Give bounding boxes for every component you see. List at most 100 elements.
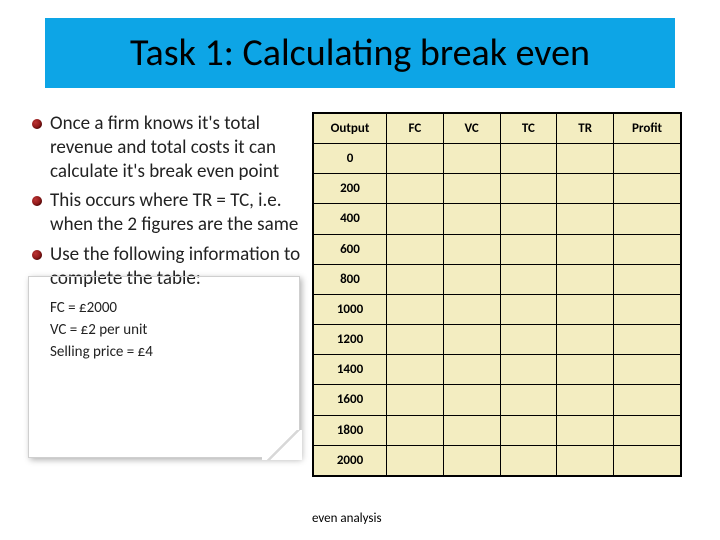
cell [500,234,557,264]
footer-text: even analysis [312,511,382,526]
cell: 1000 [314,294,387,324]
bullet-icon [32,119,42,129]
cell [500,294,557,324]
cell [443,234,500,264]
table-row: 1000 [314,294,681,324]
cell [386,144,443,174]
table-row: 800 [314,264,681,294]
bullet-text: Once a firm knows it's total revenue and… [50,112,302,183]
bullet-text: This occurs where TR = TC, i.e. when the… [50,189,302,237]
cell [614,174,681,204]
cell [443,264,500,294]
cell [443,445,500,475]
col-header: TC [500,114,557,144]
cell [614,204,681,234]
cell: 1400 [314,355,387,385]
cell [443,385,500,415]
highlight-box [28,276,300,458]
col-header: Output [314,114,387,144]
cell [386,385,443,415]
bullet-item: Once a firm knows it's total revenue and… [32,112,302,183]
col-header: VC [443,114,500,144]
cell [614,355,681,385]
cell [386,445,443,475]
slide-title: Task 1: Calculating break even [130,30,590,76]
cell [557,204,614,234]
cell: 200 [314,174,387,204]
cell [443,294,500,324]
cell [443,144,500,174]
cell [557,264,614,294]
cell: 800 [314,264,387,294]
cell [443,355,500,385]
cell [557,174,614,204]
cell [386,415,443,445]
cell [557,325,614,355]
table-row: 1600 [314,385,681,415]
table-row: 400 [314,204,681,234]
cell [443,204,500,234]
cell [614,264,681,294]
table-row: 0 [314,144,681,174]
cell [557,385,614,415]
bullet-icon [32,250,42,260]
table-row: 600 [314,234,681,264]
cell [386,355,443,385]
cell: 400 [314,204,387,234]
table-row: 200 [314,174,681,204]
table-row: 2000 [314,445,681,475]
page-curl-icon [262,430,302,460]
cell [443,174,500,204]
cell [557,445,614,475]
cell: 1800 [314,415,387,445]
table: Output FC VC TC TR Profit 0 200 400 600 … [313,113,681,476]
cell [500,264,557,294]
cell [614,415,681,445]
cell [614,234,681,264]
cell [443,325,500,355]
cell [614,294,681,324]
cell [443,415,500,445]
col-header: TR [557,114,614,144]
cell [386,234,443,264]
cell [500,355,557,385]
data-table: Output FC VC TC TR Profit 0 200 400 600 … [312,112,682,477]
table-row: 1200 [314,325,681,355]
cell [386,294,443,324]
table-header-row: Output FC VC TC TR Profit [314,114,681,144]
cell: 0 [314,144,387,174]
cell: 600 [314,234,387,264]
bullet-icon [32,196,42,206]
cell [614,325,681,355]
cell [500,325,557,355]
cell: 1600 [314,385,387,415]
cell [557,355,614,385]
cell [500,204,557,234]
cell [500,144,557,174]
cell [386,204,443,234]
cell [500,385,557,415]
col-header: Profit [614,114,681,144]
cell [614,144,681,174]
cell: 1200 [314,325,387,355]
cell [614,445,681,475]
cell: 2000 [314,445,387,475]
cell [557,144,614,174]
slide: Task 1: Calculating break even Once a fi… [0,0,720,540]
cell [500,445,557,475]
title-box: Task 1: Calculating break even [45,18,675,88]
cell [500,174,557,204]
cell [386,264,443,294]
cell [500,415,557,445]
cell [386,174,443,204]
bullet-item: This occurs where TR = TC, i.e. when the… [32,189,302,237]
cell [614,385,681,415]
col-header: FC [386,114,443,144]
cell [557,415,614,445]
cell [557,234,614,264]
table-row: 1800 [314,415,681,445]
table-row: 1400 [314,355,681,385]
cell [386,325,443,355]
cell [557,294,614,324]
table-body: 0 200 400 600 800 1000 1200 1400 1600 18… [314,144,681,476]
